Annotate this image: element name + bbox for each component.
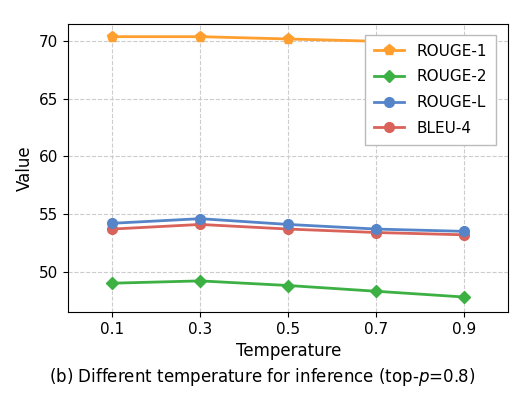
X-axis label: Temperature: Temperature bbox=[235, 342, 341, 360]
ROUGE-2 bbox=[109, 281, 115, 286]
Legend: ROUGE-1, ROUGE-2, ROUGE-L, BLEU-4: ROUGE-1, ROUGE-2, ROUGE-L, BLEU-4 bbox=[365, 34, 496, 145]
ROUGE-L bbox=[285, 222, 291, 227]
Line: ROUGE-2: ROUGE-2 bbox=[108, 277, 468, 301]
ROUGE-1 bbox=[197, 34, 203, 39]
ROUGE-2 bbox=[197, 278, 203, 283]
BLEU-4 bbox=[109, 227, 115, 232]
Line: BLEU-4: BLEU-4 bbox=[107, 220, 469, 240]
ROUGE-L bbox=[109, 221, 115, 226]
ROUGE-2 bbox=[461, 295, 467, 300]
ROUGE-L bbox=[373, 227, 379, 232]
ROUGE-L bbox=[461, 229, 467, 234]
BLEU-4 bbox=[373, 230, 379, 235]
Y-axis label: Value: Value bbox=[16, 145, 34, 191]
ROUGE-2 bbox=[373, 289, 379, 294]
Line: ROUGE-L: ROUGE-L bbox=[107, 214, 469, 236]
BLEU-4 bbox=[285, 227, 291, 232]
ROUGE-1 bbox=[373, 39, 379, 44]
Line: ROUGE-1: ROUGE-1 bbox=[106, 31, 470, 50]
BLEU-4 bbox=[461, 232, 467, 237]
ROUGE-2 bbox=[285, 283, 291, 288]
ROUGE-1 bbox=[461, 42, 467, 47]
Text: (b) Different temperature for inference (top-$p$=0.8): (b) Different temperature for inference … bbox=[49, 366, 475, 388]
ROUGE-1 bbox=[109, 34, 115, 39]
ROUGE-L bbox=[197, 216, 203, 221]
BLEU-4 bbox=[197, 222, 203, 227]
ROUGE-1 bbox=[285, 36, 291, 41]
